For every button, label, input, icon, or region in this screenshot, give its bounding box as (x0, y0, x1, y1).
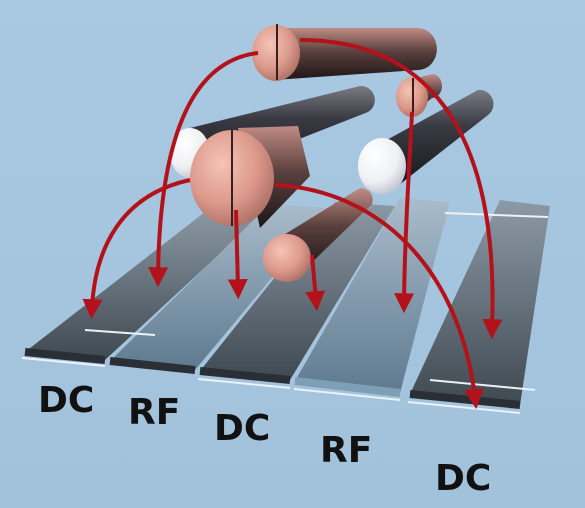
steel-rod-right (358, 89, 494, 194)
arrow-small-down (394, 111, 415, 314)
strip-label-5: DC (435, 458, 491, 499)
strip-label-4: RF (320, 430, 372, 471)
strip-dc-2 (200, 202, 395, 380)
strip-label-3: DC (214, 408, 270, 449)
copper-rod-low (263, 187, 373, 282)
arrow-low-down (305, 254, 326, 312)
arrow-mid-left (82, 178, 191, 320)
copper-rod-middle (190, 126, 310, 228)
strip-label-1: DC (38, 380, 94, 421)
arrow-mid-down (227, 209, 248, 300)
arrow-top-right (299, 38, 503, 340)
strip-dc-1 (25, 208, 265, 360)
copper-rod-small-top (396, 74, 442, 117)
arrow-mid-right (274, 183, 484, 410)
strip-labels: DC RF DC RF DC (38, 380, 491, 499)
strip-dc-3 (410, 200, 550, 405)
strip-label-2: RF (128, 392, 180, 433)
arrow-top-left (148, 51, 259, 288)
arrow-group (82, 38, 503, 410)
steel-rod-right-face (358, 138, 406, 194)
